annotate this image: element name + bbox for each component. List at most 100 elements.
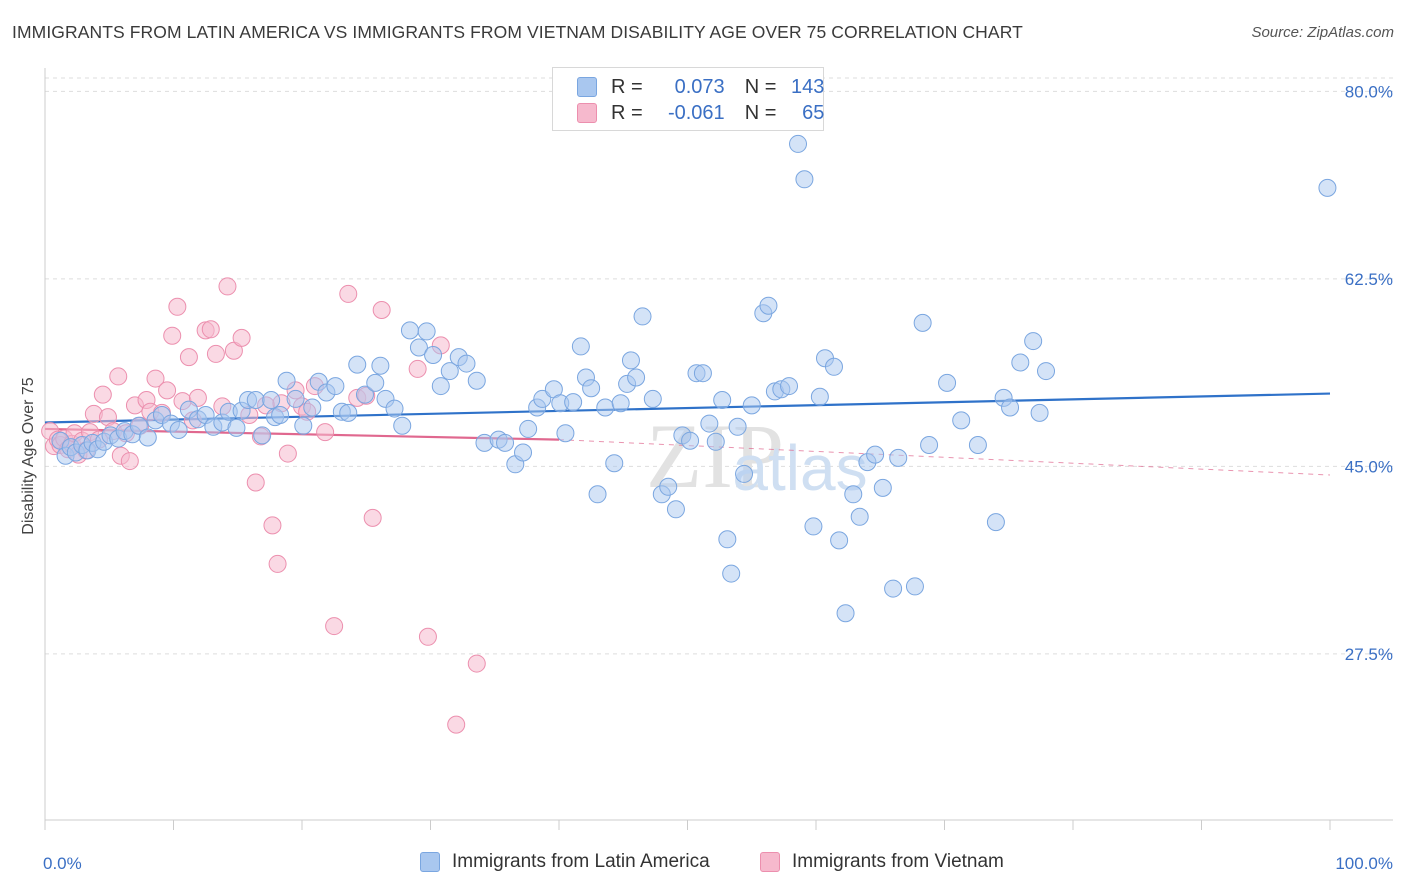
legend-row-vietnam: R = -0.061 N = 65 [577, 99, 824, 127]
n-value: 143 [791, 75, 825, 98]
data-point-latin-america [496, 433, 515, 452]
data-point-latin-america [728, 417, 747, 436]
data-point-vietnam [408, 359, 427, 378]
data-point-latin-america [294, 416, 313, 435]
n-value: 65 [802, 101, 825, 124]
correlation-legend: R = 0.073 N = 143 R = -0.061 N = 65 [552, 67, 824, 131]
data-point-vietnam [232, 328, 251, 347]
legend-swatch-pink [577, 103, 597, 123]
data-point-vietnam [447, 715, 466, 734]
legend-swatch-blue [420, 852, 440, 872]
data-point-latin-america [253, 426, 272, 445]
trend-line-vietnam-extrapolated [558, 439, 1331, 476]
data-point-latin-america [571, 337, 590, 356]
data-point-latin-america [844, 485, 863, 504]
data-point-latin-america [277, 371, 296, 390]
data-point-latin-america [605, 454, 624, 473]
data-point-latin-america [735, 464, 754, 483]
data-point-latin-america [138, 428, 157, 447]
data-point-latin-america [1011, 353, 1030, 372]
r-label: R = [611, 101, 643, 124]
data-point-vietnam [363, 508, 382, 527]
data-point-latin-america [804, 517, 823, 536]
data-point-vietnam [146, 369, 165, 388]
data-point-vietnam [206, 344, 225, 363]
data-point-vietnam [179, 348, 198, 367]
data-point-latin-america [952, 411, 971, 430]
data-point-latin-america [1001, 398, 1020, 417]
data-point-latin-america [467, 371, 486, 390]
data-point-latin-america [889, 448, 908, 467]
data-point-latin-america [556, 424, 575, 443]
data-point-latin-america [1024, 332, 1043, 351]
data-point-latin-america [348, 355, 367, 374]
data-point-vietnam [467, 654, 486, 673]
data-point-latin-america [920, 436, 939, 454]
data-point-latin-america [286, 389, 305, 408]
data-point-latin-america [169, 421, 188, 439]
data-point-vietnam [93, 385, 112, 404]
data-point-latin-america [271, 406, 290, 424]
legend-item-latin-america: Immigrants from Latin America [420, 851, 710, 873]
trend-line-latin-america [44, 392, 1331, 424]
data-point-latin-america [666, 500, 685, 519]
data-point-latin-america [824, 357, 843, 376]
data-point-vietnam [158, 381, 177, 400]
data-point-latin-america [303, 398, 322, 417]
y-tick-label: 62.5% [1345, 270, 1393, 289]
data-point-latin-america [417, 322, 436, 341]
data-point-latin-america [836, 604, 855, 623]
data-point-latin-america [722, 564, 741, 583]
data-point-latin-america [759, 296, 778, 315]
data-point-latin-america [440, 362, 459, 381]
chart-title: IMMIGRANTS FROM LATIN AMERICA VS IMMIGRA… [12, 22, 1023, 42]
tick-labels: 27.5% 45.0% 62.5% 80.0% 0.0% 100.0% [43, 82, 1393, 873]
data-point-latin-america [339, 403, 358, 422]
data-point-vietnam [201, 320, 220, 339]
data-point-vietnam [163, 326, 182, 345]
data-point-latin-america [424, 346, 443, 364]
data-point-latin-america [431, 377, 450, 396]
data-point-vietnam [278, 444, 297, 463]
gridlines [45, 77, 1393, 655]
data-point-latin-america [681, 431, 700, 450]
data-point-latin-america [564, 393, 583, 412]
data-point-vietnam [246, 473, 265, 492]
data-point-latin-america [1037, 362, 1056, 381]
x-tick-label: 0.0% [43, 854, 82, 873]
y-tick-label: 45.0% [1345, 457, 1393, 476]
data-point-latin-america [409, 338, 428, 357]
data-point-vietnam [263, 516, 282, 535]
data-point-latin-america [582, 379, 601, 398]
data-point-latin-america [1318, 178, 1337, 197]
data-point-latin-america [633, 307, 652, 326]
data-point-vietnam [316, 423, 335, 442]
data-point-latin-america [795, 170, 814, 189]
data-point-latin-america [355, 385, 374, 404]
x-tick-label: 100.0% [1335, 854, 1393, 873]
legend-swatch-pink [760, 852, 780, 872]
data-point-latin-america [884, 579, 903, 598]
data-point-latin-america [262, 391, 281, 409]
data-point-vietnam [218, 277, 237, 296]
data-point-vietnam [418, 627, 437, 646]
data-point-latin-america [913, 313, 932, 332]
data-point-vietnam [268, 554, 287, 573]
data-point-latin-america [905, 577, 924, 596]
data-point-latin-america [393, 416, 412, 435]
data-point-vietnam [372, 301, 391, 319]
data-point-latin-america [514, 443, 533, 462]
data-point-latin-america [588, 485, 607, 504]
data-point-latin-america [706, 432, 725, 451]
data-point-latin-america [850, 507, 869, 526]
data-point-latin-america [519, 419, 538, 438]
n-label: N = [744, 75, 777, 98]
source-credit: Source: ZipAtlas.com [1251, 24, 1394, 41]
data-point-latin-america [246, 391, 265, 409]
data-point-latin-america [866, 445, 885, 464]
y-tick-label: 27.5% [1345, 645, 1393, 664]
data-point-latin-america [659, 477, 678, 496]
legend-swatch-blue [577, 77, 597, 97]
data-point-latin-america [713, 391, 732, 409]
